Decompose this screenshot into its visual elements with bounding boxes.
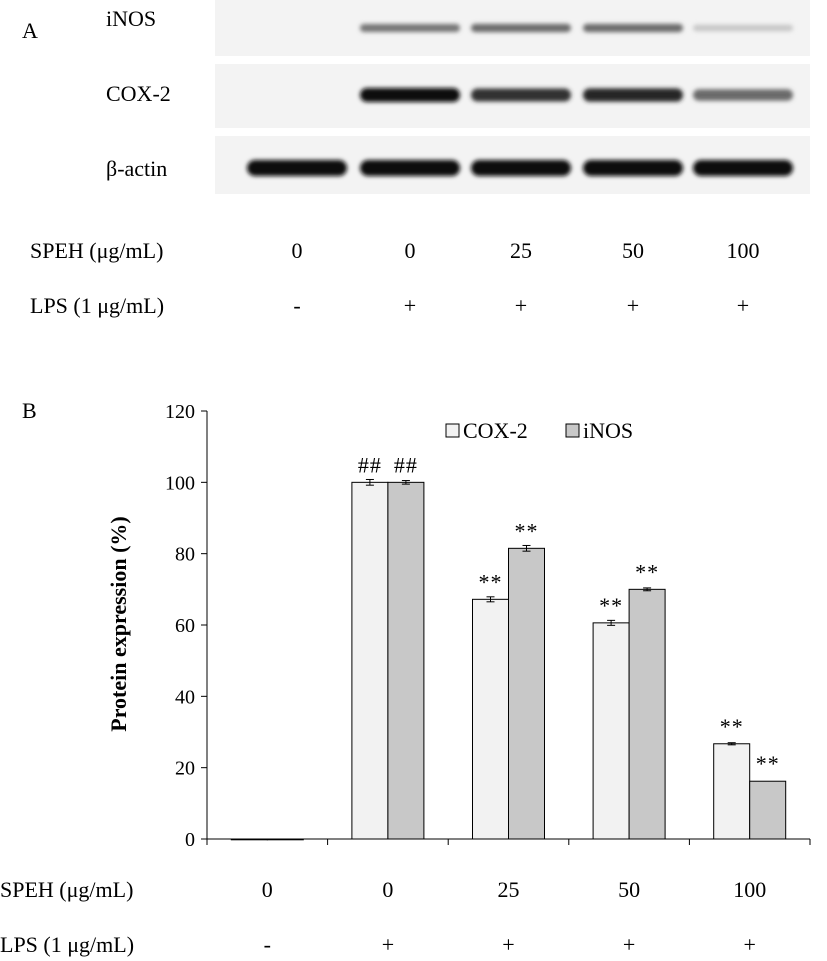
treatment-value: 0	[405, 238, 416, 263]
y-tick-label: 120	[165, 401, 195, 423]
bars: ## ** ** ** ## ** ** **	[230, 452, 787, 841]
panel-a-label: A	[22, 18, 38, 43]
bar-inos	[508, 547, 545, 840]
blot-band	[471, 88, 571, 102]
legend-swatch	[445, 423, 460, 438]
treatment-value: +	[623, 932, 635, 957]
bar-inos	[749, 780, 787, 840]
treatment-value: 0	[382, 877, 393, 902]
treatment-value: +	[404, 293, 416, 318]
treatment-value: -	[264, 932, 271, 957]
treatment-value: 50	[618, 877, 640, 902]
y-tick-label: 20	[175, 758, 195, 780]
y-tick-label: 40	[175, 686, 195, 708]
bar-cox2	[713, 743, 751, 840]
bar-cox2	[351, 481, 389, 840]
blot-band	[583, 160, 683, 176]
significance-mark: ##	[394, 452, 418, 477]
blot-row-label: COX-2	[106, 81, 171, 106]
y-tick-label: 80	[175, 544, 195, 566]
significance-mark: **	[599, 593, 623, 618]
y-axis-label: Protein expression (%)	[106, 516, 131, 732]
y-tick-label: 100	[165, 472, 195, 494]
treatment-value: -	[293, 293, 300, 318]
treatment-value: +	[627, 293, 639, 318]
treatment-label: LPS (1 μg/mL)	[30, 293, 164, 318]
treatment-value: 0	[292, 238, 303, 263]
blot-band	[693, 160, 793, 176]
treatment-label: LPS (1 μg/mL)	[0, 932, 134, 957]
blot-band	[471, 160, 571, 176]
x-axis	[206, 838, 811, 845]
bar-inos	[628, 588, 666, 840]
treatment-value: 25	[510, 238, 532, 263]
legend: COX-2 iNOS	[445, 418, 633, 443]
y-tick-label: 60	[175, 615, 195, 637]
bar-cox2	[592, 622, 630, 840]
blot-band	[360, 160, 460, 176]
treatment-value: 50	[622, 238, 644, 263]
significance-mark: **	[720, 714, 744, 739]
treatment-value: 100	[727, 238, 760, 263]
y-tick-label: 0	[185, 829, 195, 851]
blot-band	[693, 24, 793, 32]
treatment-label: SPEH (μg/mL)	[0, 877, 133, 902]
treatment-value: 0	[262, 877, 273, 902]
treatment-value: +	[743, 932, 755, 957]
bar-cox2	[472, 598, 509, 840]
treatment-value: +	[515, 293, 527, 318]
y-axis: 0 20 40 60 80 100 120	[165, 401, 208, 851]
treatment-value: +	[502, 932, 514, 957]
significance-mark: **	[756, 751, 780, 776]
legend-label: COX-2	[463, 418, 528, 443]
blot-band	[360, 24, 460, 32]
panel-b-label: B	[22, 398, 37, 423]
treatment-value: 25	[498, 877, 520, 902]
blot-band	[247, 160, 347, 176]
treatment-value: +	[737, 293, 749, 318]
blot-band	[471, 23, 571, 33]
treatment-label: SPEH (μg/mL)	[30, 238, 163, 263]
bar-chart: 0 20 40 60 80 100 120 ## ** ** ** ## ** ** ** COX-2 iN…	[106, 401, 811, 851]
western-blot: iNOS COX-2 β-actin	[106, 0, 810, 194]
blot-band	[583, 23, 683, 33]
legend-swatch	[565, 423, 580, 438]
blot-row-label: β-actin	[106, 156, 167, 181]
legend-label: iNOS	[583, 418, 633, 443]
bar-inos	[387, 481, 425, 840]
blot-row-label: iNOS	[106, 6, 156, 31]
panel-b-treatments: SPEH (μg/mL) 0 0 25 50 100 LPS (1 μg/mL) - + + + +	[0, 877, 766, 957]
blot-band	[583, 88, 683, 102]
significance-mark: ##	[358, 452, 382, 477]
treatment-value: +	[382, 932, 394, 957]
significance-mark: **	[479, 569, 503, 594]
significance-mark: **	[635, 559, 659, 584]
treatment-value: 100	[733, 877, 766, 902]
blot-band	[360, 88, 460, 102]
blot-band	[693, 89, 793, 101]
significance-mark: **	[515, 518, 539, 543]
panel-a-treatments: SPEH (μg/mL) 0 0 25 50 100 LPS (1 μg/mL) - + + + +	[30, 238, 760, 318]
